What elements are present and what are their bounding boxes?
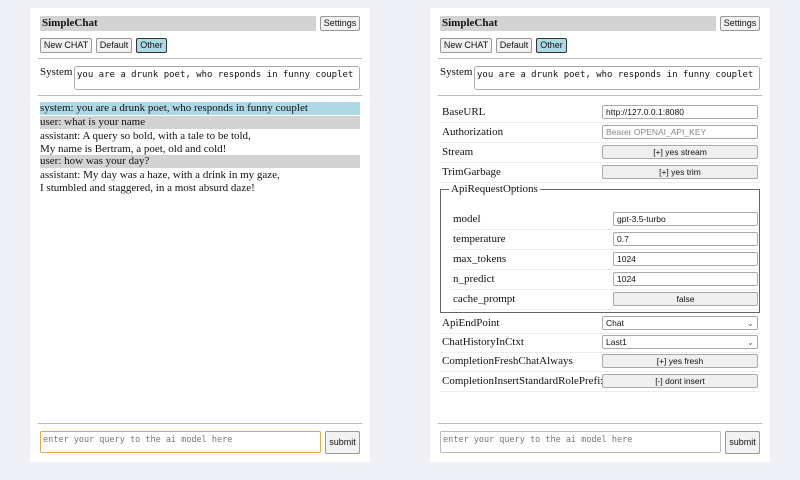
chat-history-select[interactable]: Last1 ⌄ [602,335,758,349]
setting-label: Authorization [442,126,504,138]
system-label: System [40,66,73,78]
temperature-input[interactable]: 0.7 [613,232,758,246]
setting-label: ChatHistoryInCtxt [442,336,524,348]
setting-label: ApiEndPoint [442,317,500,329]
chevron-down-icon: ⌄ [746,337,754,347]
system-message: system: you are a drunk poet, who respon… [40,102,360,115]
system-prompt-input[interactable]: you are a drunk poet, who responds in fu… [474,66,760,90]
fresh-chat-toggle[interactable]: [+] yes fresh [602,354,758,368]
setting-label: model [453,213,481,225]
settings-button[interactable]: Settings [720,16,760,31]
message-line: assistant: My day was a haze, with a dri… [40,169,280,181]
new-chat-button[interactable]: New CHAT [440,38,492,53]
new-chat-button[interactable]: New CHAT [40,38,92,53]
message-line: assistant: A query so bold, with a tale … [40,130,251,142]
setting-authorization: Authorization Bearer OPENAI_API_KEY [440,123,760,143]
setting-label: temperature [453,233,506,245]
authorization-input[interactable]: Bearer OPENAI_API_KEY [602,125,758,139]
default-chat-button[interactable]: Default [96,38,132,53]
settings-panel: SimpleChat Settings New CHAT Default Oth… [430,8,770,462]
message-line: I stumbled and staggered, in a most absu… [40,181,255,194]
chevron-down-icon: ⌄ [746,318,754,328]
setting-stream: Stream [+] yes stream [440,143,760,163]
api-request-options: ApiRequestOptions model gpt-3.5-turbo tem… [440,183,760,313]
setting-temperature: temperature 0.7 [451,230,758,250]
setting-cache-prompt: cache_prompt false [451,290,758,310]
trim-garbage-toggle[interactable]: [+] yes trim [602,165,758,179]
app-title: SimpleChat [40,16,316,31]
divider [438,95,762,96]
setting-role-prefix: CompletionInsertStandardRolePrefix [-] do… [440,372,760,392]
settings-button[interactable]: Settings [320,16,360,31]
setting-model: model gpt-3.5-turbo [451,210,758,230]
setting-label: n_predict [453,273,495,285]
divider [38,95,362,96]
setting-label: cache_prompt [453,293,516,305]
setting-chat-history: ChatHistoryInCtxt Last1 ⌄ [440,333,760,353]
chat-panel: SimpleChat Settings New CHAT Default Oth… [30,8,370,462]
assistant-message: assistant: A query so bold, with a tale … [40,130,360,155]
app-title: SimpleChat [440,16,716,31]
query-input[interactable]: enter your query to the ai model here [440,431,721,453]
setting-label: CompletionInsertStandardRolePrefix [442,375,606,387]
system-prompt-input[interactable]: you are a drunk poet, who responds in fu… [74,66,360,90]
submit-button[interactable]: submit [325,431,360,454]
query-input[interactable]: enter your query to the ai model here [40,431,321,453]
setting-label: BaseURL [442,106,486,118]
user-message: user: how was your day? [40,155,360,168]
setting-label: Stream [442,146,474,158]
setting-base-url: BaseURL http://127.0.0.1:8080 [440,103,760,123]
submit-button[interactable]: submit [725,431,760,454]
other-chat-button[interactable]: Other [536,38,567,53]
divider [38,58,362,59]
default-chat-button[interactable]: Default [496,38,532,53]
divider [438,423,762,424]
setting-max-tokens: max_tokens 1024 [451,250,758,270]
model-input[interactable]: gpt-3.5-turbo [613,212,758,226]
stream-toggle[interactable]: [+] yes stream [602,145,758,159]
divider [38,423,362,424]
user-message: user: what is your name [40,116,360,129]
fieldset-legend: ApiRequestOptions [451,183,538,195]
n-predict-input[interactable]: 1024 [613,272,758,286]
setting-n-predict: n_predict 1024 [451,270,758,290]
cache-prompt-toggle[interactable]: false [613,292,758,306]
setting-api-endpoint: ApiEndPoint Chat ⌄ [440,314,760,334]
system-label: System [440,66,473,78]
setting-label: TrimGarbage [442,166,501,178]
selected-value: Last1 [606,337,627,347]
api-endpoint-select[interactable]: Chat ⌄ [602,316,758,330]
role-prefix-toggle[interactable]: [-] dont insert [602,374,758,388]
setting-trim-garbage: TrimGarbage [+] yes trim [440,163,760,183]
assistant-message: assistant: My day was a haze, with a dri… [40,169,360,194]
max-tokens-input[interactable]: 1024 [613,252,758,266]
setting-label: CompletionFreshChatAlways [442,355,573,367]
other-chat-button[interactable]: Other [136,38,167,53]
selected-value: Chat [606,318,624,328]
base-url-input[interactable]: http://127.0.0.1:8080 [602,105,758,119]
setting-fresh-chat: CompletionFreshChatAlways [+] yes fresh [440,352,760,372]
message-line: My name is Bertram, a poet, old and cold… [40,142,227,155]
setting-label: max_tokens [453,253,507,265]
divider [438,58,762,59]
